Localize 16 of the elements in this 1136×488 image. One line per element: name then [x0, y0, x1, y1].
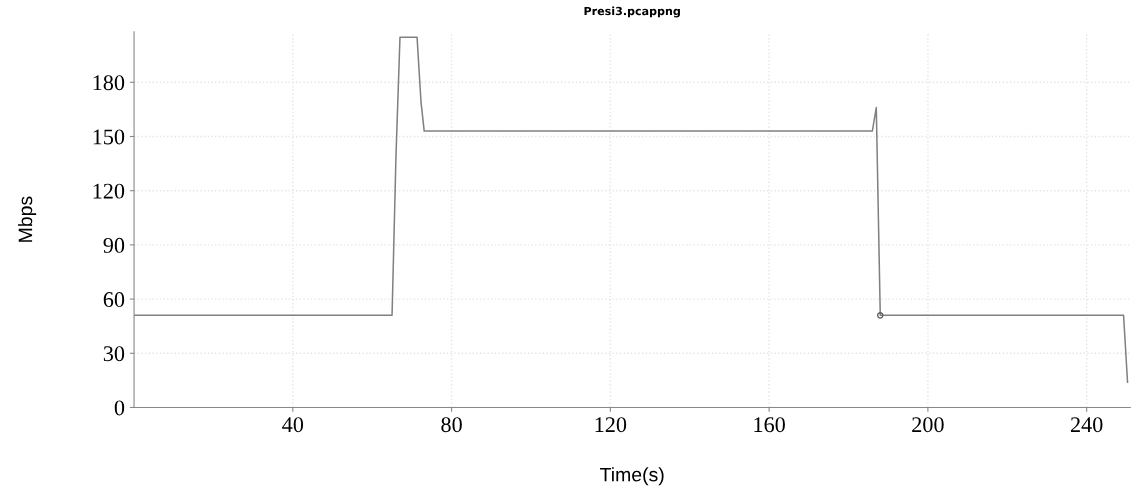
- x-tick-label: 160: [754, 417, 785, 433]
- y-tick-label: 60: [103, 292, 125, 308]
- x-tick-label: 40: [282, 417, 304, 433]
- x-tick-label: 240: [1070, 417, 1103, 433]
- y-tick-label: 150: [93, 129, 125, 145]
- y-tick-label: 90: [103, 237, 125, 253]
- y-axis-title: Mbps: [18, 196, 37, 242]
- y-tick-label: 0: [114, 400, 125, 416]
- x-tick-label: 80: [441, 417, 462, 433]
- chart-title: Presi3.pcappng: [584, 6, 680, 18]
- x-tick-label: 200: [912, 417, 944, 433]
- x-axis-title: Time(s): [600, 467, 664, 486]
- x-tick-label: 120: [595, 417, 627, 433]
- y-tick-label: 120: [93, 183, 125, 199]
- y-tick-label: 180: [93, 75, 125, 91]
- y-tick-label: 30: [103, 346, 125, 362]
